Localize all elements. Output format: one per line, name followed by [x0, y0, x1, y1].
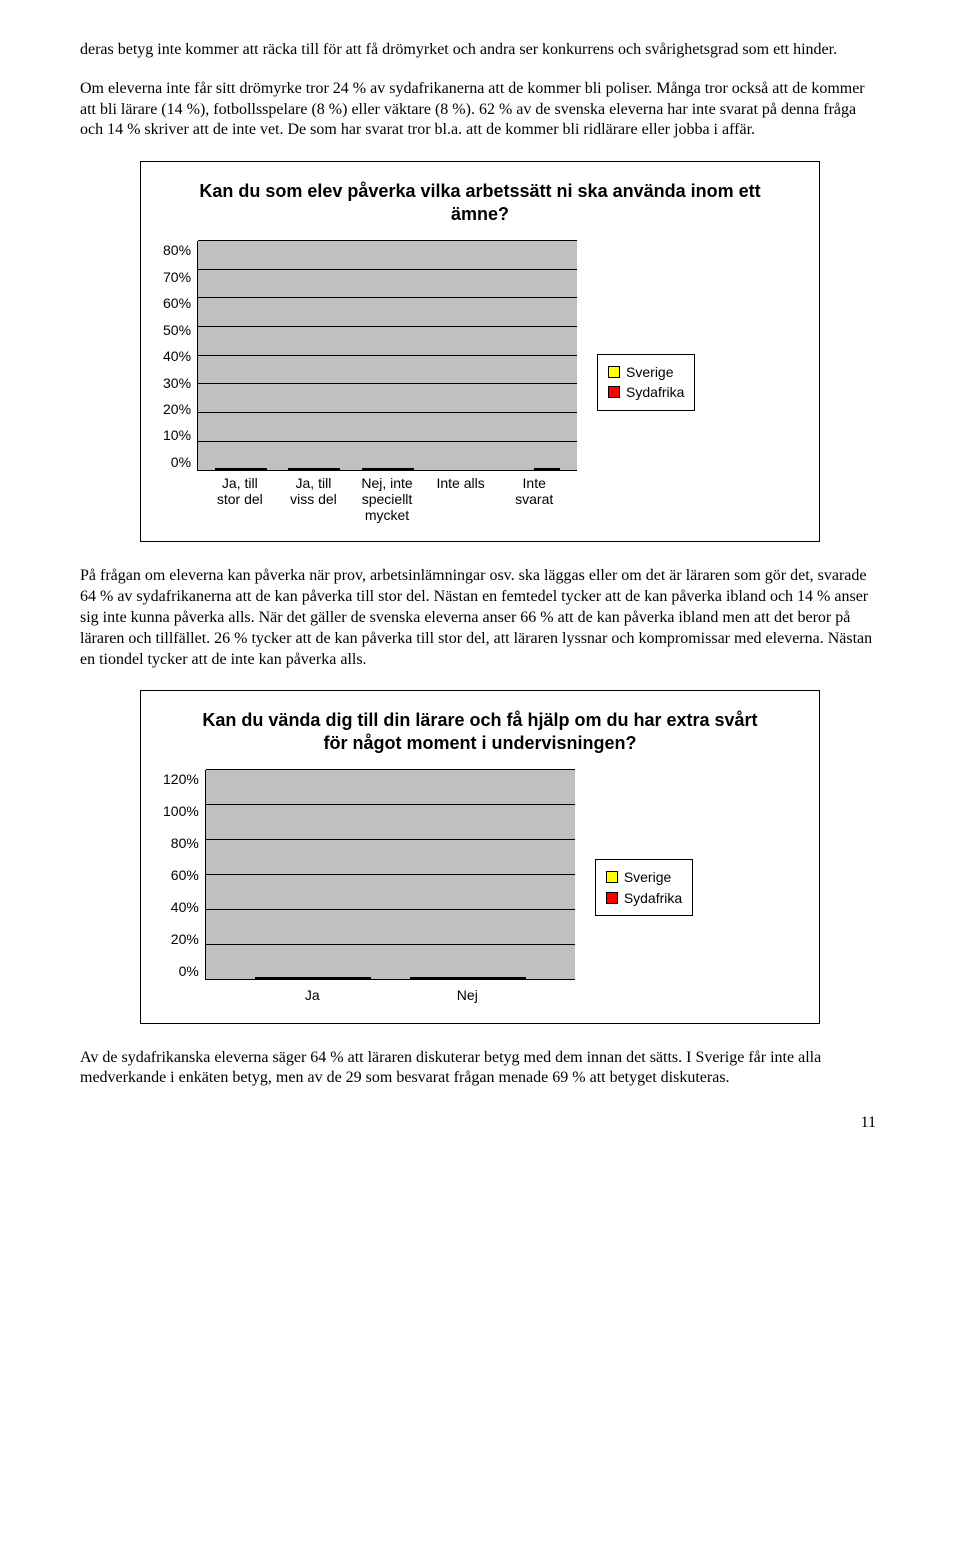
gridline [198, 326, 577, 327]
legend-swatch-sydafrika [608, 386, 620, 398]
chart-2-container: Kan du vända dig till din lärare och få … [140, 690, 820, 1023]
bar-group [215, 468, 267, 470]
bar-sydafrika [534, 468, 560, 470]
legend-swatch-sydafrika-2 [606, 892, 618, 904]
y-tick: 20% [171, 930, 199, 948]
chart-1-container: Kan du som elev påverka vilka arbetssätt… [140, 161, 820, 542]
chart-2-x-labels: Ja Nej [205, 980, 575, 1004]
bar-sydafrika [388, 468, 414, 470]
page-number: 11 [80, 1113, 880, 1134]
bar-sydafrika [314, 468, 340, 470]
x-label: Inte svarat [504, 475, 564, 523]
chart-1-y-axis: 80% 70% 60% 50% 40% 30% 20% 10% 0% [163, 241, 197, 471]
chart-1-bars [198, 241, 577, 470]
chart-2-y-axis: 120% 100% 80% 60% 40% 20% 0% [163, 770, 205, 980]
legend-label-sydafrika-2: Sydafrika [624, 889, 682, 907]
y-tick: 70% [163, 268, 191, 286]
gridline [198, 297, 577, 298]
x-label: Ja, till viss del [283, 475, 343, 523]
x-label: Nej, inte speciellt mycket [357, 475, 417, 523]
x-label: Ja, till stor del [210, 475, 270, 523]
legend-swatch-sverige [608, 366, 620, 378]
legend-row-sverige-2: Sverige [606, 868, 682, 886]
bar-group [255, 977, 371, 979]
legend-row-sydafrika: Sydafrika [608, 383, 684, 401]
gridline [198, 441, 577, 442]
x-label: Ja [252, 986, 372, 1004]
bar-sydafrika [241, 468, 267, 470]
paragraph-1: deras betyg inte kommer att räcka till f… [80, 40, 880, 61]
chart-2-bars [206, 770, 575, 979]
gridline [206, 944, 575, 945]
chart-2-plot [205, 770, 575, 980]
legend-swatch-sverige-2 [606, 871, 618, 883]
bar-sverige [215, 468, 241, 470]
legend-row-sverige: Sverige [608, 363, 684, 381]
gridline [198, 412, 577, 413]
legend-label-sverige-2: Sverige [624, 868, 671, 886]
y-tick: 60% [163, 294, 191, 312]
y-tick: 0% [171, 453, 191, 471]
y-tick: 20% [163, 400, 191, 418]
gridline [198, 383, 577, 384]
gridline [206, 769, 575, 770]
legend-label-sydafrika: Sydafrika [626, 383, 684, 401]
chart-1-title: Kan du som elev påverka vilka arbetssätt… [193, 180, 767, 225]
bar-group [362, 468, 414, 470]
y-tick: 50% [163, 321, 191, 339]
y-tick: 80% [163, 241, 191, 259]
gridline [198, 269, 577, 270]
y-tick: 80% [171, 834, 199, 852]
chart-1-x-labels: Ja, till stor del Ja, till viss del Nej, i… [197, 471, 577, 523]
gridline [206, 804, 575, 805]
bar-sverige [288, 468, 314, 470]
paragraph-4: Av de sydafrikanska eleverna säger 64 % … [80, 1048, 880, 1090]
y-tick: 40% [171, 898, 199, 916]
legend-row-sydafrika-2: Sydafrika [606, 889, 682, 907]
bar-group [410, 977, 526, 979]
gridline [198, 240, 577, 241]
gridline [206, 874, 575, 875]
bar-sverige [362, 468, 388, 470]
y-tick: 0% [179, 962, 199, 980]
bar-group [508, 468, 560, 470]
bar-sverige [410, 977, 468, 979]
chart-2-legend: Sverige Sydafrika [595, 859, 693, 915]
bar-sydafrika [468, 977, 526, 979]
paragraph-2: Om eleverna inte får sitt drömyrke tror … [80, 79, 880, 141]
y-tick: 40% [163, 347, 191, 365]
legend-label-sverige: Sverige [626, 363, 673, 381]
chart-2-title: Kan du vända dig till din lärare och få … [193, 709, 767, 754]
chart-1-legend: Sverige Sydafrika [597, 354, 695, 410]
y-tick: 120% [163, 770, 199, 788]
bar-sydafrika [313, 977, 371, 979]
y-tick: 60% [171, 866, 199, 884]
x-label: Nej [407, 986, 527, 1004]
gridline [206, 909, 575, 910]
y-tick: 30% [163, 374, 191, 392]
gridline [198, 355, 577, 356]
chart-1-plot [197, 241, 577, 471]
y-tick: 100% [163, 802, 199, 820]
y-tick: 10% [163, 426, 191, 444]
bar-group [288, 468, 340, 470]
gridline [206, 839, 575, 840]
paragraph-3: På frågan om eleverna kan påverka när pr… [80, 566, 880, 670]
x-label: Inte alls [431, 475, 491, 523]
bar-sverige [255, 977, 313, 979]
